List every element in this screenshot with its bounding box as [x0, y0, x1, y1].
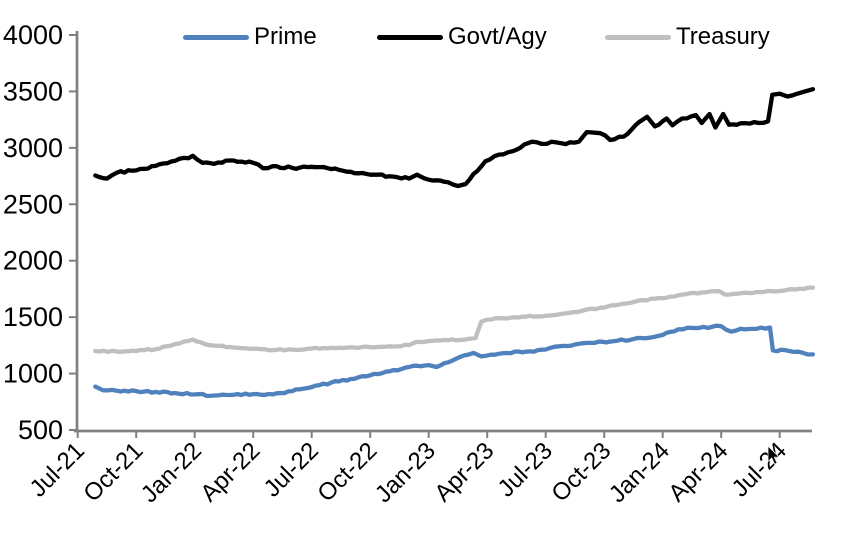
- y-tick-label: 3500: [3, 76, 63, 106]
- legend-swatch-prime-icon: [183, 34, 249, 40]
- legend-item-prime: Prime: [183, 23, 317, 50]
- legend-label-treasury: Treasury: [676, 23, 770, 50]
- x-tick-label: Oct-22: [312, 437, 382, 507]
- x-tick-label: Jan-22: [136, 437, 207, 508]
- y-tick-label: 2500: [3, 189, 63, 219]
- x-tick-label: Apr-22: [195, 437, 265, 507]
- x-tick-label: Jul-23: [493, 437, 558, 502]
- legend-swatch-treasury-icon: [605, 34, 671, 40]
- series-line-treasury: [93, 285, 816, 355]
- legend-label-prime: Prime: [254, 23, 317, 50]
- x-tick-label: Apr-23: [429, 437, 499, 507]
- series-line-prime: [93, 323, 816, 399]
- x-tick-label: Apr-24: [663, 437, 733, 507]
- legend-swatch-govt-agy-icon: [377, 34, 443, 40]
- mouse-cursor-icon: [767, 445, 781, 465]
- y-tick-label: 2000: [3, 246, 63, 276]
- x-tick-label: Jul-24: [727, 437, 792, 502]
- y-tick-label: 4000: [3, 20, 63, 50]
- y-tick-label: 500: [18, 415, 63, 445]
- legend-item-govt-agy: Govt/Agy: [377, 23, 547, 50]
- y-tick-label: 1000: [3, 359, 63, 389]
- x-tick-label: Oct-21: [78, 437, 148, 507]
- x-tick-label: Jan-24: [604, 437, 675, 508]
- y-tick-label: 3000: [3, 133, 63, 163]
- legend-item-treasury: Treasury: [605, 23, 770, 50]
- series-line-govt-agy: [93, 87, 816, 189]
- y-tick-label: 1500: [3, 302, 63, 332]
- x-tick-label: Jul-21: [25, 437, 90, 502]
- x-tick-label: Jan-23: [370, 437, 441, 508]
- x-tick-label: Jul-22: [259, 437, 324, 502]
- legend-label-govt-agy: Govt/Agy: [448, 23, 547, 50]
- x-tick-label: Oct-23: [546, 437, 616, 507]
